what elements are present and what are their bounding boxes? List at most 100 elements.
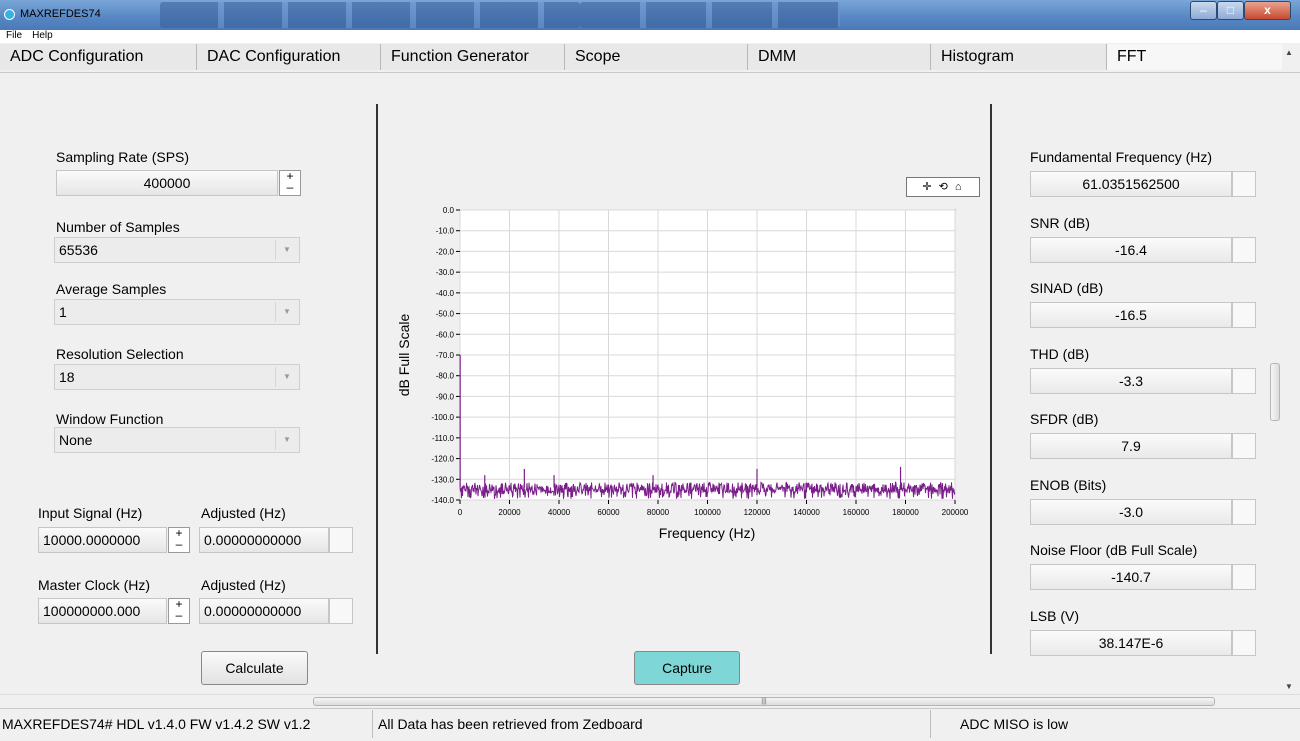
metric-label: SNR (dB) (1030, 215, 1090, 231)
y-tick-label: 0.0 (443, 206, 455, 215)
tab-histogram[interactable]: Histogram (931, 44, 1107, 70)
menu-help[interactable]: Help (32, 30, 53, 41)
x-tick-label: 0 (458, 508, 463, 517)
average-samples-select[interactable]: 1 ▼ (54, 299, 300, 325)
clock-adjusted-label: Adjusted (Hz) (201, 577, 286, 593)
sampling-rate-stepper[interactable]: + – (279, 170, 301, 196)
y-tick-label: -60.0 (436, 330, 455, 339)
tab-adc-configuration[interactable]: ADC Configuration (0, 44, 197, 70)
resolution-label: Resolution Selection (56, 346, 184, 362)
master-clock-stepper[interactable]: + – (168, 598, 190, 624)
master-clock-input[interactable]: 100000000.000 (38, 598, 167, 624)
x-tick-label: 200000 (942, 508, 969, 517)
y-tick-label: -40.0 (436, 289, 455, 298)
metric-value: -3.3 (1030, 368, 1232, 394)
input-adjusted-indicator (329, 527, 353, 553)
chevron-down-icon: ▼ (275, 367, 298, 387)
input-signal-label: Input Signal (Hz) (38, 505, 143, 521)
y-axis-label: dB Full Scale (396, 314, 412, 397)
window-function-value: None (59, 432, 93, 448)
metric-value: -16.5 (1030, 302, 1232, 328)
metric-value: -16.4 (1030, 237, 1232, 263)
vertical-scrollbar[interactable] (1270, 363, 1280, 421)
num-samples-value: 65536 (59, 242, 98, 258)
input-adjusted-label: Adjusted (Hz) (201, 505, 286, 521)
input-signal-input[interactable]: 10000.0000000 (38, 527, 167, 553)
metric-indicator (1232, 368, 1256, 394)
tab-dmm[interactable]: DMM (748, 44, 931, 70)
average-samples-value: 1 (59, 304, 67, 320)
y-tick-label: -120.0 (431, 455, 454, 464)
metric-label: Noise Floor (dB Full Scale) (1030, 542, 1198, 558)
x-tick-label: 180000 (892, 508, 919, 517)
window-function-select[interactable]: None ▼ (54, 427, 300, 453)
status-separator (372, 710, 373, 738)
chevron-down-icon: ▼ (275, 302, 298, 322)
tab-scope[interactable]: Scope (565, 44, 748, 70)
metric-label: THD (dB) (1030, 346, 1090, 362)
app-icon (4, 9, 15, 20)
y-tick-label: -110.0 (432, 434, 455, 443)
tab-bar: ADC Configuration DAC Configuration Func… (0, 43, 1300, 73)
clock-adjusted-output: 0.00000000000 (199, 598, 329, 624)
metric-label: LSB (V) (1030, 608, 1080, 624)
x-tick-label: 160000 (843, 508, 870, 517)
metric-indicator (1232, 171, 1256, 197)
status-adc: ADC MISO is low (960, 716, 1069, 732)
metric-value: -3.0 (1030, 499, 1232, 525)
resolution-value: 18 (59, 369, 75, 385)
tab-function-generator[interactable]: Function Generator (381, 44, 565, 70)
menu-file[interactable]: File (6, 30, 23, 41)
metric-value: -140.7 (1030, 564, 1232, 590)
y-tick-label: -80.0 (436, 372, 455, 381)
close-button[interactable]: x (1244, 1, 1291, 20)
x-tick-label: 20000 (498, 508, 521, 517)
title-bar (0, 0, 1300, 30)
clock-adjusted-indicator (329, 598, 353, 624)
left-divider (376, 104, 378, 654)
metric-value: 7.9 (1030, 433, 1232, 459)
calculate-button[interactable]: Calculate (201, 651, 308, 685)
maximize-button[interactable]: □ (1217, 1, 1244, 20)
y-tick-label: -50.0 (436, 310, 455, 319)
metric-label: ENOB (Bits) (1030, 477, 1107, 493)
sampling-rate-input[interactable]: 400000 (56, 170, 278, 196)
grid (459, 209, 956, 501)
scroll-down-icon[interactable]: ▼ (1285, 682, 1293, 691)
average-samples-label: Average Samples (56, 281, 167, 297)
y-tick-label: -20.0 (436, 247, 455, 256)
horizontal-scrollbar[interactable]: ||| (313, 697, 1215, 706)
master-clock-label: Master Clock (Hz) (38, 577, 151, 593)
tab-dac-configuration[interactable]: DAC Configuration (197, 44, 381, 70)
y-tick-label: -30.0 (436, 268, 455, 277)
metric-indicator (1232, 499, 1256, 525)
fft-trace (459, 481, 956, 499)
x-tick-label: 80000 (647, 508, 670, 517)
chart-toolbar[interactable]: ✛ ⟲ ⌂ (906, 177, 980, 197)
x-axis-ticks: 0 20000 40000 60000 80000 100000 120000 140000 1… (458, 500, 969, 517)
chevron-down-icon: ▼ (275, 430, 298, 450)
x-tick-label: 100000 (694, 508, 721, 517)
capture-button[interactable]: Capture (634, 651, 740, 685)
metric-label: Fundamental Frequency (Hz) (1030, 149, 1213, 165)
status-version: MAXREFDES74# HDL v1.4.0 FW v1.4.2 SW v1.… (2, 716, 311, 732)
y-axis-ticks: 0.0 -10.0 -20.0 -30.0 -40.0 -50.0 -60.0 -70.0 -8… (431, 206, 460, 505)
status-separator (930, 710, 931, 738)
y-tick-label: -70.0 (436, 351, 455, 360)
y-tick-label: -10.0 (436, 227, 455, 236)
input-adjusted-output: 0.00000000000 (199, 527, 329, 553)
resolution-select[interactable]: 18 ▼ (54, 364, 300, 390)
num-samples-select[interactable]: 65536 ▼ (54, 237, 300, 263)
metric-indicator (1232, 302, 1256, 328)
tab-fft[interactable]: FFT (1107, 44, 1282, 70)
metric-value: 61.0351562500 (1030, 171, 1232, 197)
minimize-button[interactable]: – (1190, 1, 1217, 20)
input-signal-stepper[interactable]: + – (168, 527, 190, 553)
fft-chart: 0.0 -10.0 -20.0 -30.0 -40.0 -50.0 -60.0 -70.0 -8… (396, 206, 969, 541)
x-tick-label: 40000 (548, 508, 571, 517)
x-axis-label: Frequency (Hz) (659, 525, 755, 541)
metric-indicator (1232, 237, 1256, 263)
x-tick-label: 140000 (793, 508, 820, 517)
scroll-up-icon[interactable]: ▲ (1285, 48, 1293, 57)
num-samples-label: Number of Samples (56, 219, 180, 235)
